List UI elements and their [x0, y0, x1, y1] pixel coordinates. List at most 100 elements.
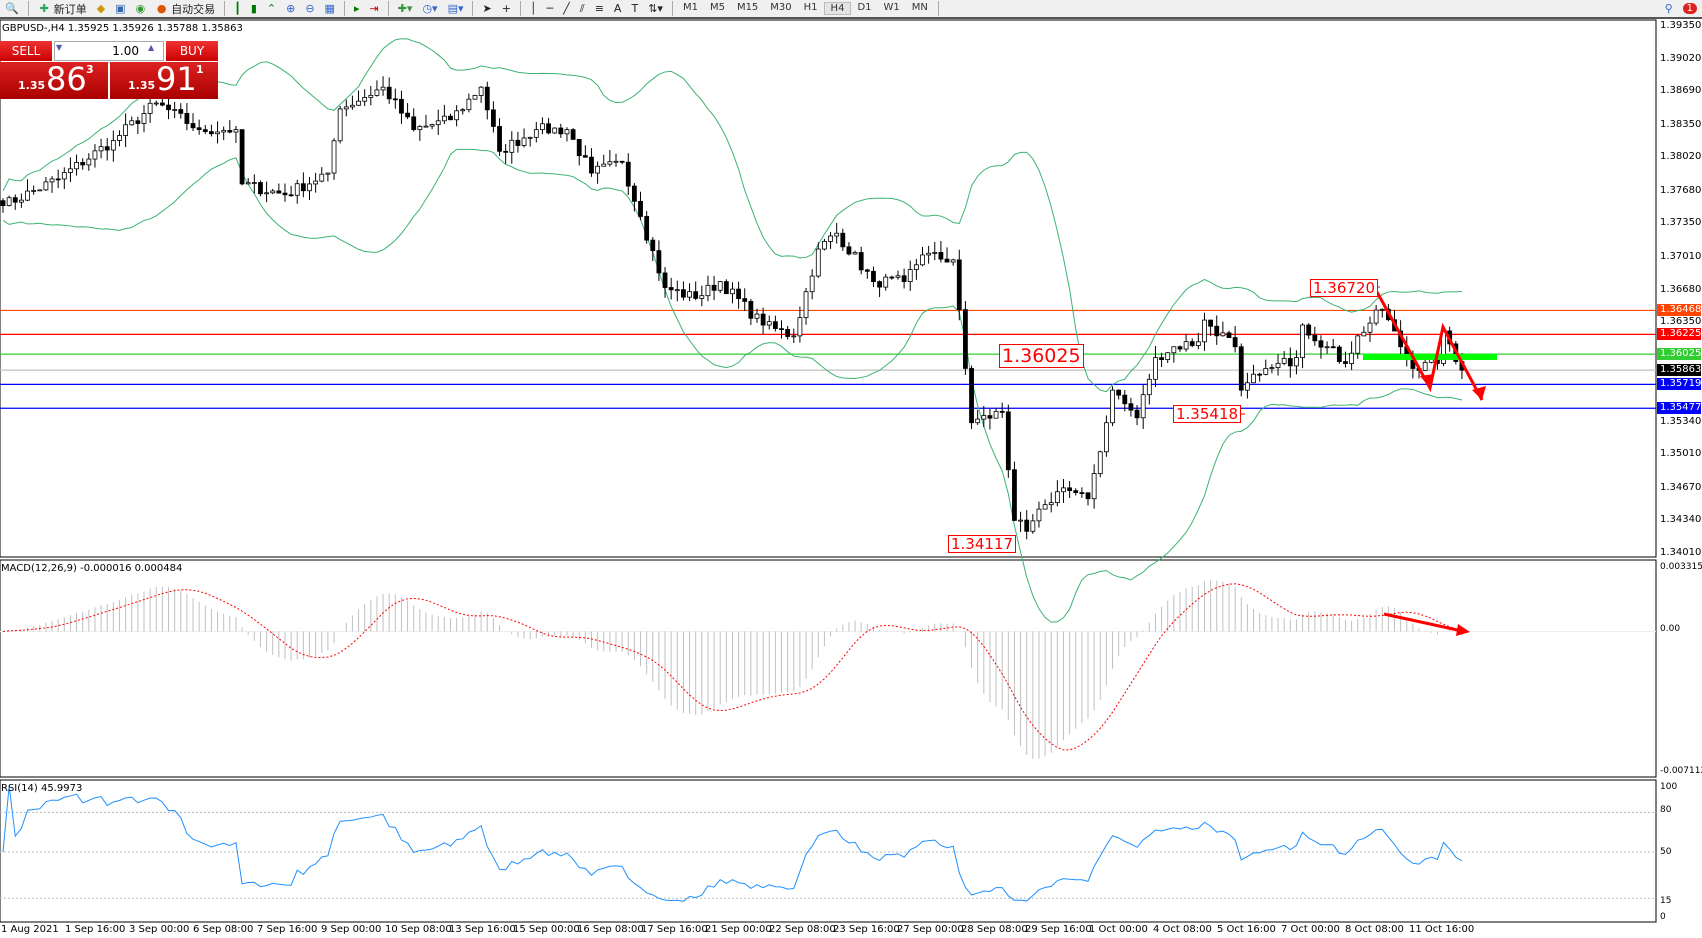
auto-trading-button[interactable]: ● 自动交易	[150, 0, 220, 17]
line-chart-icon[interactable]: ⌃	[266, 2, 277, 15]
timeframe-m5[interactable]: M5	[709, 2, 725, 13]
candle-body	[969, 368, 974, 424]
price-axis-label: 1.35340	[1660, 415, 1702, 427]
date-axis-label: 27 Sep 00:00	[897, 924, 964, 935]
candle-body	[386, 86, 392, 100]
candle-body	[466, 98, 472, 111]
level-price-label: 1.35719	[1657, 378, 1701, 391]
candle-body	[1177, 346, 1183, 350]
candle-body	[705, 284, 711, 297]
candle-body	[1110, 389, 1115, 424]
equidistant-channel-icon[interactable]: ⫽	[579, 1, 585, 15]
candle-body	[1061, 487, 1066, 493]
zoom-icon[interactable]: 🔍	[5, 2, 19, 15]
buy-price[interactable]: 1.35 91 1	[110, 60, 218, 99]
candle-body	[944, 258, 950, 263]
candle-body	[1208, 319, 1214, 327]
candle-body	[889, 276, 895, 279]
timeframe-m15[interactable]: M15	[736, 2, 759, 13]
annotation-low-right[interactable]: 1.35418	[1173, 405, 1242, 423]
candle-body	[607, 161, 613, 165]
candle-body	[791, 335, 797, 338]
crosshair-icon[interactable]: +	[501, 2, 511, 15]
annotation-low[interactable]: 1.34117	[948, 535, 1017, 553]
text-label-icon[interactable]: T	[631, 2, 639, 15]
sell-price-pips: 86	[46, 60, 87, 98]
price-axis-label: 1.34340	[1660, 514, 1702, 526]
buy-price-point: 1	[196, 63, 204, 76]
vertical-line-icon[interactable]: │	[529, 2, 537, 15]
chart-shift-icon[interactable]: ⇥	[369, 2, 379, 15]
candle-body	[331, 140, 337, 174]
rsi-axis-80: 80	[1660, 805, 1672, 815]
rsi-axis-100: 100	[1660, 782, 1678, 792]
candle-body	[92, 150, 98, 160]
timeframe-h4[interactable]: H4	[823, 2, 852, 15]
search-icon[interactable]: ⚲	[1664, 2, 1673, 15]
lot-decrease-button[interactable]: ▼	[56, 43, 63, 52]
candle-body	[1251, 373, 1256, 384]
zoom-out-icon[interactable]: ⊖	[305, 2, 315, 15]
rsi-axis-15: 15	[1660, 896, 1672, 906]
auto-scroll-icon[interactable]: ▸	[353, 2, 360, 15]
new-order-button[interactable]: ✚ 新订单	[33, 0, 92, 17]
candle-body	[227, 130, 233, 133]
sell-price[interactable]: 1.35 86 3	[0, 60, 108, 99]
candle-body	[1165, 352, 1171, 360]
periods-icon[interactable]: ◷▾	[422, 2, 438, 15]
sell-price-point: 3	[86, 63, 94, 76]
candle-body	[74, 161, 79, 170]
candle-body	[258, 182, 263, 195]
bar-chart-icon[interactable]: ┃	[234, 2, 241, 15]
candle-body	[1281, 358, 1287, 364]
candle-body	[374, 89, 380, 96]
candle-body	[209, 131, 214, 135]
sell-button[interactable]: SELL	[0, 41, 52, 61]
candle-body	[1275, 362, 1281, 368]
timeframe-m1[interactable]: M1	[682, 2, 698, 13]
support-zone-bar	[1363, 354, 1497, 360]
lot-size-input[interactable]: 1.00	[54, 41, 164, 61]
timeframe-m30[interactable]: M30	[770, 2, 792, 13]
text-icon[interactable]: A	[613, 2, 622, 15]
lot-increase-button[interactable]: ▲	[148, 43, 155, 52]
timeframe-h1[interactable]: H1	[803, 2, 818, 13]
history-icon[interactable]: ◆	[96, 2, 106, 15]
rsi-panel	[0, 779, 1657, 923]
candle-body	[417, 125, 423, 131]
templates-icon[interactable]: ▤▾	[447, 2, 464, 15]
candle-body	[1140, 394, 1146, 419]
candle-body	[356, 100, 361, 106]
arrows-icon[interactable]: ⇅▾	[648, 2, 663, 15]
price-axis-label: 1.38020	[1660, 151, 1702, 163]
timeframe-mn[interactable]: MN	[911, 2, 928, 13]
notifications-button[interactable]: 1	[1678, 0, 1702, 17]
timeframe-w1[interactable]: W1	[883, 2, 900, 13]
timeframe-d1[interactable]: D1	[857, 2, 872, 13]
candle-body	[202, 129, 208, 133]
candle-body	[1122, 394, 1128, 405]
horizontal-line-icon[interactable]: ─	[546, 2, 554, 15]
candle-body	[975, 418, 981, 424]
candle-body	[668, 287, 674, 291]
date-axis-label: 17 Sep 16:00	[641, 924, 708, 935]
data-window-icon[interactable]: ▣	[115, 2, 126, 15]
cursor-icon[interactable]: ➤	[482, 2, 492, 15]
arrow-head-icon	[1456, 624, 1470, 636]
candle-body	[159, 102, 165, 106]
signals-icon[interactable]: ◉	[135, 2, 146, 15]
candle-body	[509, 139, 515, 153]
buy-button[interactable]: BUY	[166, 41, 218, 61]
date-axis-label: 29 Sep 16:00	[1025, 924, 1092, 935]
zoom-in-icon[interactable]: ⊕	[286, 2, 296, 15]
tile-windows-icon[interactable]: ▦	[324, 2, 335, 15]
candlestick-icon[interactable]: ▮	[250, 2, 257, 15]
annotation-high[interactable]: 1.36720	[1310, 279, 1379, 297]
fibonacci-icon[interactable]: ≡	[594, 2, 604, 15]
candle-body	[1373, 309, 1379, 324]
indicators-icon[interactable]: ✚▾	[397, 2, 413, 15]
trendline-icon[interactable]: ╱	[563, 2, 570, 15]
annotation-mid[interactable]: 1.36025	[999, 344, 1084, 368]
candle-body	[184, 112, 190, 124]
